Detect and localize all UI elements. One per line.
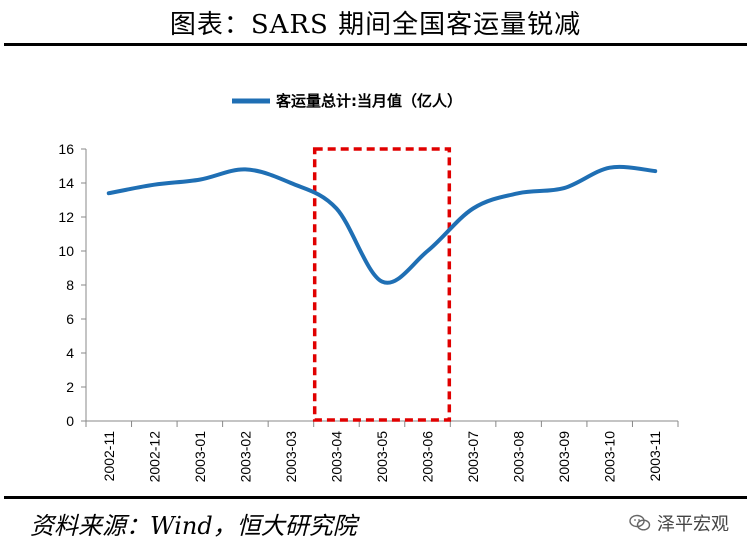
x-tick-label: 2003-06 [420,431,436,483]
y-tick-label: 8 [66,277,74,293]
x-tick-label: 2002-11 [101,431,117,482]
x-tick-label: 2003-09 [556,431,572,483]
series-group [106,164,658,285]
x-tick-label: 2003-04 [328,431,344,483]
y-tick-label: 10 [58,243,74,259]
top-rule [4,43,747,46]
y-axis: 0 2 4 6 8 10 12 14 16 [58,141,87,429]
y-tick-label: 14 [58,175,74,191]
y-tick-label: 6 [66,311,74,327]
brand-name: 泽平宏观 [657,514,729,535]
x-tick-label: 2003-07 [465,431,481,483]
chart-legend: 客运量总计:当月值（亿人） [232,92,462,110]
y-tick-label: 2 [66,379,74,395]
highlight-rect [312,147,452,422]
x-tick-label: 2003-10 [602,431,618,483]
x-tick-label: 2003-05 [374,431,390,483]
legend-label: 客运量总计:当月值（亿人） [275,92,462,110]
wechat-icon [629,514,651,531]
x-tick-label: 2002-12 [146,431,162,483]
x-axis: 2002-11 2002-12 2003-01 2003-02 2003-03 2003-… [85,420,679,483]
y-tick-label: 16 [58,141,74,157]
x-tick-label: 2003-11 [647,431,663,482]
highlight-box [312,147,452,422]
y-tick-label: 4 [66,345,74,361]
y-tick-label: 12 [58,209,74,225]
source-note: 资料来源：Wind，恒大研究院 [30,512,357,540]
brand-watermark: 泽平宏观 [629,510,729,536]
y-tick-label: 0 [66,413,74,429]
x-tick-label: 2003-02 [237,431,253,483]
series-line [106,164,658,285]
x-tick-label: 2003-08 [511,431,527,483]
figure-title: 图表：SARS 期间全国客运量锐减 [169,10,582,40]
bottom-rule [4,496,747,499]
x-tick-label: 2003-01 [192,431,208,483]
x-tick-label: 2003-03 [283,431,299,483]
